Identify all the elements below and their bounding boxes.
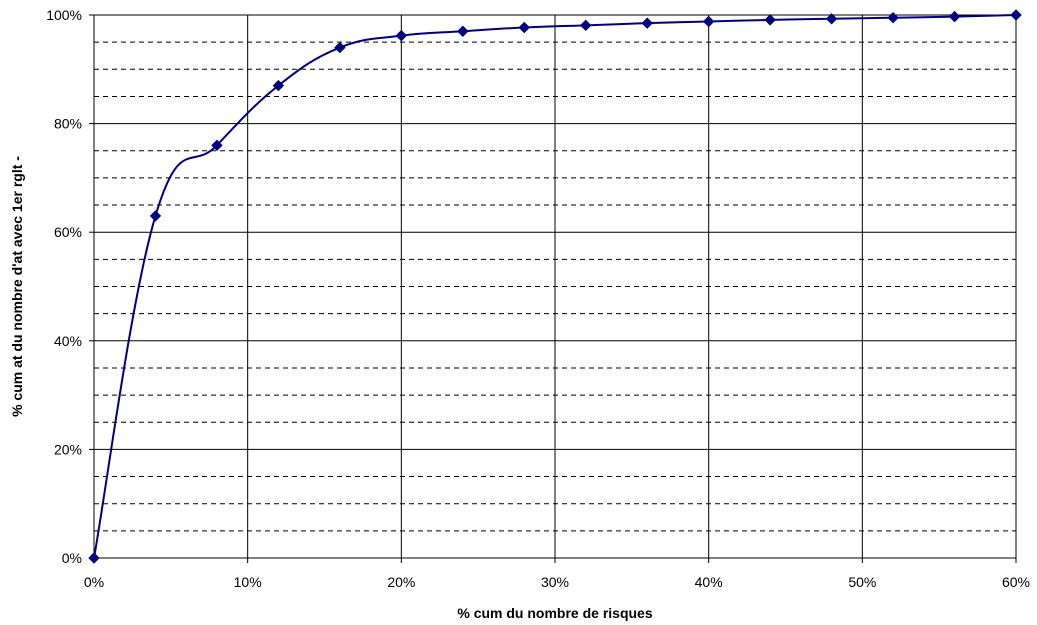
grid xyxy=(93,14,1017,559)
x-axis-title: % cum du nombre de risques xyxy=(457,605,652,621)
x-tick-label: 60% xyxy=(1002,574,1030,590)
x-tick-label: 50% xyxy=(848,574,876,590)
data-point xyxy=(272,79,285,92)
data-point xyxy=(211,139,223,152)
x-tick-label: 0% xyxy=(84,574,104,590)
x-tick-label: 20% xyxy=(387,574,415,590)
data-point xyxy=(518,21,530,34)
data-point xyxy=(825,13,838,25)
series-line xyxy=(93,14,1017,559)
data-point xyxy=(88,552,100,564)
y-tick-label: 20% xyxy=(54,441,82,457)
data-point xyxy=(395,29,408,42)
y-tick-label: 0% xyxy=(62,550,82,566)
x-tick-label: 40% xyxy=(695,574,723,590)
x-axis-ticks: 0% 10% 20% 30% 40% 50% 60% xyxy=(84,558,1030,590)
data-point xyxy=(887,12,899,24)
series-markers xyxy=(88,9,1022,564)
data-point xyxy=(334,41,346,54)
y-tick-label: 60% xyxy=(54,224,82,240)
data-point xyxy=(641,17,653,29)
y-tick-label: 100% xyxy=(46,7,82,23)
y-tick-label: 80% xyxy=(54,116,82,132)
x-tick-label: 10% xyxy=(234,574,262,590)
data-point xyxy=(1010,9,1022,21)
y-axis-title: % cum at du nombre d'at avec 1er rglt - xyxy=(9,156,25,417)
data-point xyxy=(764,14,776,26)
data-point xyxy=(457,25,469,37)
y-axis-ticks: 0% 20% 40% 60% 80% 100% xyxy=(46,7,94,566)
data-point xyxy=(149,210,162,222)
y-tick-label: 40% xyxy=(54,333,82,349)
data-point xyxy=(948,10,961,23)
data-point xyxy=(702,15,715,28)
data-point xyxy=(580,19,592,32)
x-tick-label: 30% xyxy=(541,574,569,590)
